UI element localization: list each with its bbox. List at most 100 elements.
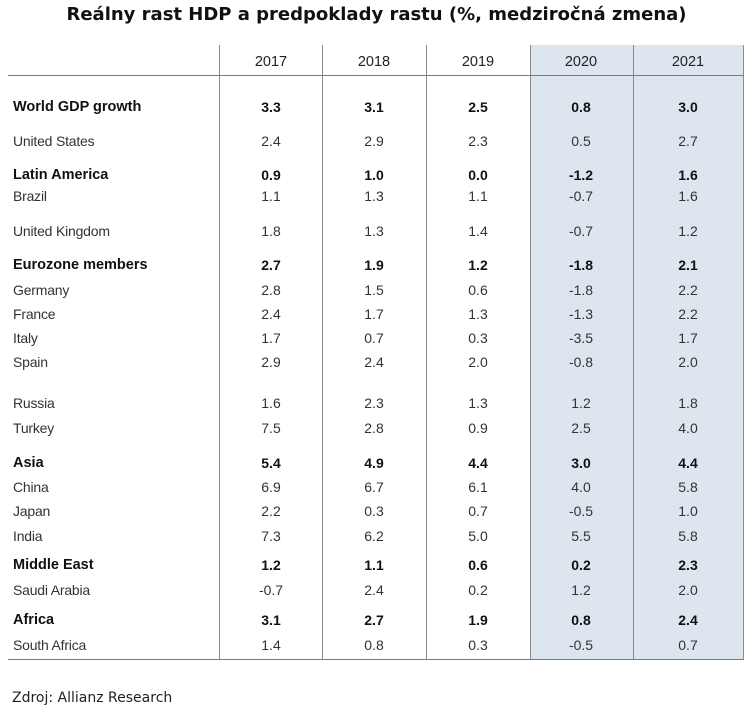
cell-value: 0.8 [571,99,591,115]
cell-value: 2.7 [678,133,698,149]
cell-value: 2.4 [261,306,281,322]
cell-value: 5.0 [468,528,488,544]
cell-value: 7.3 [261,528,281,544]
cell-value: 0.3 [364,503,384,519]
cell-value: -0.5 [568,503,594,519]
cell-value: 1.7 [364,306,384,322]
cell-value: 2.2 [678,306,698,322]
cell-value: -1.8 [568,257,594,273]
cell-value: 3.3 [261,99,281,115]
cell-value: 4.0 [678,420,698,436]
row-label: Brazil [13,188,47,204]
cell-value: 1.2 [571,582,591,598]
cell-value: 2.3 [364,395,384,411]
cell-value: 2.8 [261,282,281,298]
cell-value: 6.2 [364,528,384,544]
cell-value: 1.4 [468,223,488,239]
cell-value: 7.5 [261,420,281,436]
cell-value: -0.7 [258,582,284,598]
cell-value: 0.8 [571,612,591,628]
row-label: South Africa [13,637,87,653]
cell-value: -1.2 [568,167,594,183]
cell-value: 5.5 [571,528,591,544]
cell-value: 0.3 [468,637,488,653]
cell-value: 2.0 [678,582,698,598]
table-row: Japan 2.2 0.3 0.7 -0.5 1.0 [8,501,744,521]
cell-value: 2.8 [364,420,384,436]
cell-value: 0.7 [468,503,488,519]
cell-value: 1.7 [678,330,698,346]
cell-value: 0.7 [364,330,384,346]
row-label: United Kingdom [13,223,110,239]
cell-value: 1.8 [261,223,281,239]
cell-value: 4.4 [678,455,698,471]
table-row: Asia 5.4 4.9 4.4 3.0 4.4 [8,453,744,473]
row-label: Eurozone members [13,257,148,273]
cell-value: 1.3 [364,223,384,239]
cell-value: 0.8 [364,637,384,653]
cell-value: -1.3 [568,306,594,322]
cell-value: 2.2 [678,282,698,298]
row-label: Africa [13,612,55,628]
cell-value: 1.5 [364,282,384,298]
column-header-2018: 2018 [357,54,391,70]
cell-value: 5.8 [678,528,698,544]
cell-value: -0.5 [568,637,594,653]
forecast-column-highlight [530,45,744,660]
header-divider [8,75,744,76]
column-divider [743,45,744,660]
column-divider [219,45,220,660]
column-divider [530,45,531,660]
table-row: Latin America 0.9 1.0 0.0 -1.2 1.6 [8,165,744,185]
cell-value: 6.7 [364,479,384,495]
cell-value: 2.5 [468,99,488,115]
cell-value: 0.0 [468,167,488,183]
table-row: Eurozone members 2.7 1.9 1.2 -1.8 2.1 [8,255,744,275]
table-row: World GDP growth 3.3 3.1 2.5 0.8 3.0 [8,97,744,117]
cell-value: 0.5 [571,133,591,149]
cell-value: 0.6 [468,557,488,573]
cell-value: 0.6 [468,282,488,298]
gdp-table: 2017 2018 2019 2020 2021 World GDP growth 3.3… [8,45,744,660]
table-row: Brazil 1.1 1.3 1.1 -0.7 1.6 [8,186,744,206]
cell-value: 1.3 [468,306,488,322]
cell-value: -3.5 [568,330,594,346]
table-row: China 6.9 6.7 6.1 4.0 5.8 [8,477,744,497]
cell-value: 1.1 [364,557,384,573]
cell-value: 0.2 [468,582,488,598]
row-label: World GDP growth [13,99,142,115]
table-row: South Africa 1.4 0.8 0.3 -0.5 0.7 [8,635,744,655]
table-row: Russia 1.6 2.3 1.3 1.2 1.8 [8,393,744,413]
cell-value: 3.0 [678,99,698,115]
cell-value: 1.3 [364,188,384,204]
row-label: Turkey [13,420,55,436]
cell-value: 2.4 [364,354,384,370]
table-row: Spain 2.9 2.4 2.0 -0.8 2.0 [8,352,744,372]
source-note: Zdroj: Allianz Research [12,690,173,706]
cell-value: 1.8 [678,395,698,411]
cell-value: 3.1 [261,612,281,628]
column-header-2019: 2019 [461,54,495,70]
cell-value: 1.9 [468,612,488,628]
cell-value: -0.7 [568,223,594,239]
cell-value: 4.9 [364,455,384,471]
row-label: China [13,479,49,495]
cell-value: 1.2 [571,395,591,411]
cell-value: 2.0 [468,354,488,370]
table-row: Middle East 1.2 1.1 0.6 0.2 2.3 [8,555,744,575]
cell-value: 6.9 [261,479,281,495]
table-row: Saudi Arabia -0.7 2.4 0.2 1.2 2.0 [8,580,744,600]
cell-value: 1.9 [364,257,384,273]
cell-value: 2.9 [364,133,384,149]
cell-value: 5.4 [261,455,281,471]
cell-value: 2.1 [678,257,698,273]
cell-value: 1.2 [678,223,698,239]
cell-value: 2.4 [364,582,384,598]
table-row: France 2.4 1.7 1.3 -1.3 2.2 [8,304,744,324]
row-label: Russia [13,395,55,411]
cell-value: 1.6 [261,395,281,411]
cell-value: 2.2 [261,503,281,519]
cell-value: 1.3 [468,395,488,411]
cell-value: 2.7 [364,612,384,628]
cell-value: 0.9 [261,167,281,183]
